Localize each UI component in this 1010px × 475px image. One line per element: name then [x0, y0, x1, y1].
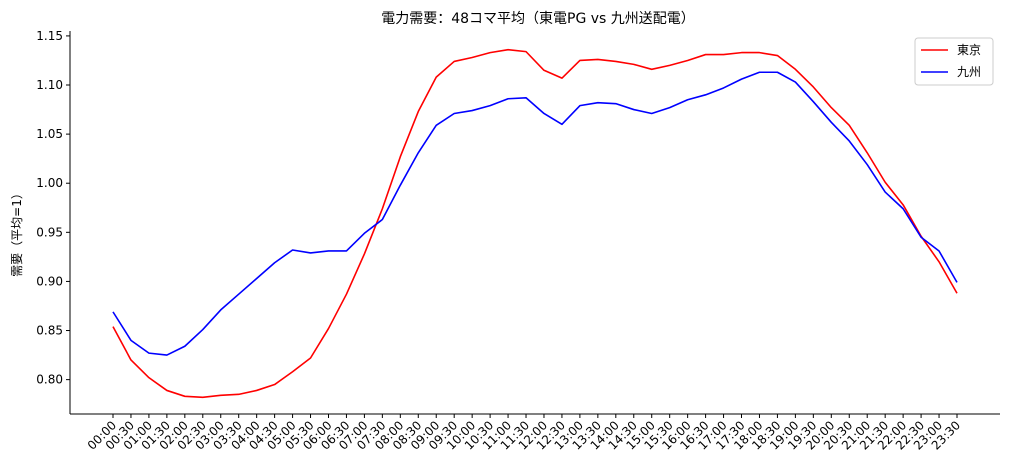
- chart-title: 電力需要：48コマ平均（東電PG vs 九州送配電）: [381, 11, 695, 27]
- y-tick-label: 1.05: [36, 127, 63, 141]
- legend-label: 九州: [957, 65, 981, 79]
- series-line-1: [112, 71, 958, 356]
- y-tick-label: 0.80: [36, 373, 63, 387]
- y-tick-label: 1.15: [36, 29, 63, 43]
- y-tick-label: 0.90: [36, 274, 63, 288]
- legend-label: 東京: [957, 43, 981, 57]
- y-tick-label: 1.10: [36, 78, 63, 92]
- y-axis-ticks: 0.80 0.85 0.90 0.95 1.00 1.05 1.10 1.15: [36, 29, 70, 387]
- y-tick-label: 0.95: [36, 225, 63, 239]
- series-line-0: [112, 48, 958, 399]
- series-layer: [112, 48, 958, 399]
- x-axis-ticks: 00:0000:3001:0001:3002:0002:3003:0003:30…: [85, 414, 963, 453]
- legend-box: [914, 37, 994, 86]
- y-axis-label: 需要（平均=1）: [10, 187, 24, 277]
- y-tick-label: 1.00: [36, 176, 63, 190]
- y-tick-label: 0.85: [36, 324, 63, 338]
